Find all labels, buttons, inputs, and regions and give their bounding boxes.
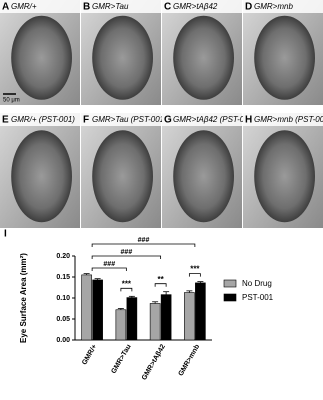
panel-letter: H bbox=[245, 115, 252, 126]
bar bbox=[149, 303, 161, 341]
sig-text: *** bbox=[122, 279, 132, 288]
eye bbox=[173, 130, 235, 223]
eye bbox=[92, 15, 153, 100]
error-bar bbox=[186, 290, 193, 293]
panel-label: GMR>Tau bbox=[92, 2, 129, 11]
label-strip bbox=[162, 0, 242, 13]
legend-label: No Drug bbox=[242, 279, 272, 288]
legend-swatch bbox=[223, 293, 237, 302]
sig-text: ### bbox=[103, 261, 115, 268]
panel-label: GMR/+ (PST-001) bbox=[11, 115, 75, 124]
sig-bracket bbox=[91, 267, 127, 271]
eye bbox=[173, 15, 235, 100]
panel-label: GMR>Tau (PST-001) bbox=[92, 115, 167, 124]
sig-text: ### bbox=[121, 249, 133, 256]
x-tick-label: GMR>Tau bbox=[110, 343, 132, 375]
x-tick-label: GMR/+ bbox=[81, 343, 98, 366]
sig-bracket bbox=[188, 273, 201, 277]
bar bbox=[184, 292, 195, 341]
sig-text: *** bbox=[190, 265, 200, 274]
y-axis-label: Eye Surface Area (mm²) bbox=[19, 253, 28, 343]
panel-letter: F bbox=[83, 115, 89, 126]
label-strip bbox=[243, 0, 323, 13]
panel-letter: I bbox=[4, 229, 7, 240]
x-tick-label: GMR>tAβ42 bbox=[141, 343, 167, 381]
label-strip bbox=[0, 0, 80, 13]
label-strip bbox=[243, 113, 323, 126]
scale-label: 50 μm bbox=[3, 98, 20, 104]
panel-letter: C bbox=[164, 2, 171, 13]
y-tick-label: 0.15 bbox=[56, 274, 70, 281]
sig-bracket bbox=[91, 243, 196, 247]
eye bbox=[11, 130, 73, 223]
error-bar bbox=[163, 291, 170, 295]
x-tick-label: GMR>mnb bbox=[178, 343, 202, 377]
y-tick-label: 0.00 bbox=[56, 337, 70, 344]
bar bbox=[195, 282, 206, 341]
eye bbox=[92, 130, 153, 223]
sig-text: ### bbox=[138, 237, 150, 244]
sig-bracket bbox=[120, 287, 133, 292]
label-strip bbox=[81, 0, 161, 13]
panel-letter: G bbox=[164, 115, 172, 126]
error-bar bbox=[83, 273, 90, 275]
eye bbox=[254, 130, 315, 223]
sig-text: ** bbox=[158, 275, 165, 284]
sig-bracket bbox=[91, 255, 162, 259]
panel-letter: E bbox=[2, 115, 9, 126]
bar bbox=[160, 294, 172, 341]
panel-label: GMR>tAβ42 bbox=[173, 2, 218, 11]
panel-letter: A bbox=[2, 2, 9, 13]
y-tick-label: 0.20 bbox=[56, 253, 70, 260]
y-tick-label: 0.05 bbox=[56, 316, 70, 323]
error-bar bbox=[117, 308, 124, 310]
eye bbox=[254, 15, 315, 100]
bar bbox=[81, 274, 92, 341]
panel-label: GMR>tAβ42 (PST-001) bbox=[173, 115, 256, 124]
label-strip bbox=[162, 113, 242, 126]
error-bar bbox=[94, 278, 101, 280]
legend-swatch bbox=[223, 279, 237, 288]
label-strip bbox=[81, 113, 161, 126]
sig-bracket bbox=[154, 283, 167, 287]
bar bbox=[92, 279, 103, 341]
error-bar bbox=[128, 295, 135, 298]
error-bar bbox=[152, 301, 159, 304]
bar bbox=[126, 297, 138, 341]
panel-label: GMR/+ bbox=[11, 2, 37, 11]
bar bbox=[115, 309, 127, 341]
panel-label: GMR>mnb (PST-001) bbox=[254, 115, 323, 124]
y-tick-label: 0.10 bbox=[56, 295, 70, 302]
panel-letter: D bbox=[245, 2, 252, 13]
legend-label: PST-001 bbox=[242, 293, 274, 302]
label-strip bbox=[0, 113, 80, 126]
eye bbox=[11, 15, 73, 100]
panel-letter: B bbox=[83, 2, 90, 13]
panel-label: GMR>mnb bbox=[254, 2, 293, 11]
error-bar bbox=[197, 281, 204, 283]
